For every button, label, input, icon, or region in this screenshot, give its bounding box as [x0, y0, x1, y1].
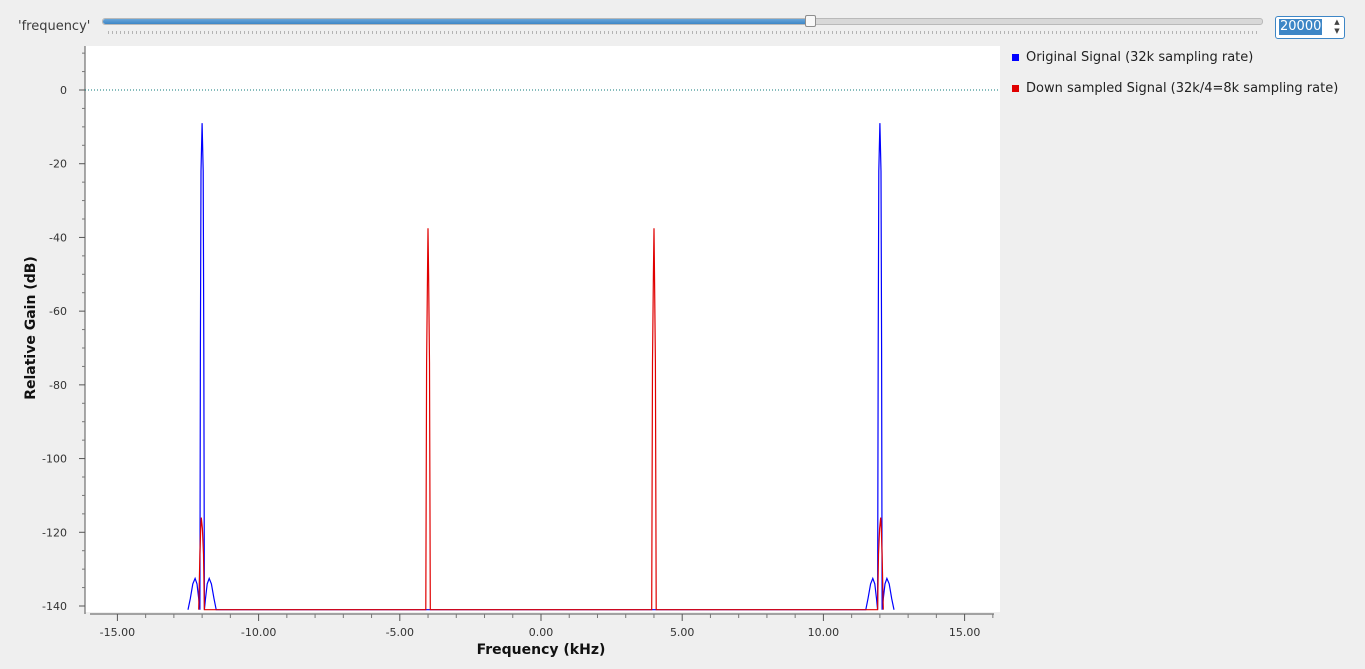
legend-item: Down sampled Signal (32k/4=8k sampling r… — [1012, 81, 1338, 112]
plot-canvas — [85, 46, 1000, 612]
spin-arrows[interactable]: ▲ ▼ — [1332, 18, 1342, 37]
frequency-slider-label: 'frequency' — [18, 19, 91, 34]
x-tick-label: 0.00 — [529, 626, 554, 639]
arrow-up-icon[interactable]: ▲ — [1334, 18, 1340, 26]
slider-fill — [103, 19, 812, 24]
series-layer — [85, 89, 1000, 611]
slider-handle[interactable] — [805, 15, 817, 27]
y-tick-label: -140 — [42, 600, 67, 613]
x-axis-title: Frequency (kHz) — [477, 642, 606, 658]
y-tick-label: -20 — [49, 158, 67, 171]
frequency-spinbox[interactable]: 20000 ▲ ▼ — [1275, 16, 1345, 39]
x-tick-label: 10.00 — [808, 626, 840, 639]
y-tick-label: -60 — [49, 305, 67, 318]
x-tick-label: -15.00 — [100, 626, 135, 639]
y-tick-label: -80 — [49, 379, 67, 392]
x-tick-label: 5.00 — [670, 626, 695, 639]
y-tick-label: -100 — [42, 453, 67, 466]
legend: Original Signal (32k sampling rate) Down … — [1012, 50, 1338, 112]
arrow-down-icon[interactable]: ▼ — [1334, 27, 1340, 35]
legend-swatch — [1012, 85, 1019, 92]
axis-ticks: 0 -20 -40 -60 -80 -100 -120 -140 -15.00 -10.00 -5.… — [42, 52, 994, 639]
y-tick-label: 0 — [60, 84, 67, 97]
spinbox-value[interactable]: 20000 — [1279, 19, 1323, 35]
y-axis-title: Relative Gain (dB) — [23, 256, 39, 400]
x-tick-label: -5.00 — [386, 626, 414, 639]
x-tick-label: -10.00 — [241, 626, 276, 639]
legend-item: Original Signal (32k sampling rate) — [1012, 50, 1338, 81]
y-tick-label: -40 — [49, 231, 67, 244]
x-tick-label: 15.00 — [949, 626, 981, 639]
legend-swatch — [1012, 54, 1019, 61]
series-line-downsampled — [198, 228, 884, 611]
frequency-slider[interactable] — [102, 18, 1263, 25]
legend-label: Down sampled Signal (32k/4=8k sampling r… — [1026, 81, 1339, 96]
y-tick-label: -120 — [42, 526, 67, 539]
slider-tick-marks — [108, 31, 1260, 34]
legend-label: Original Signal (32k sampling rate) — [1026, 50, 1254, 65]
